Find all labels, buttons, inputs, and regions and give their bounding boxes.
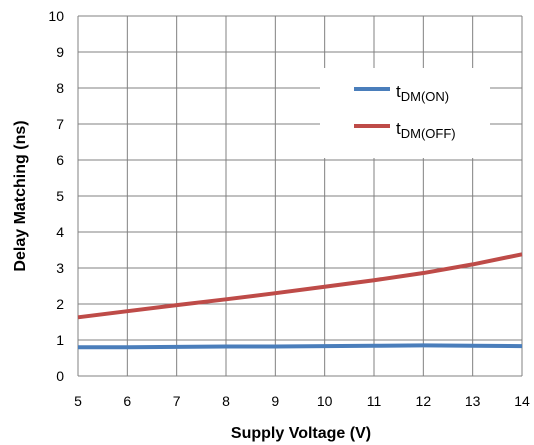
legend-label-toff: tDM(OFF) xyxy=(396,119,456,141)
x-tick-label: 11 xyxy=(367,393,382,409)
y-tick-label: 10 xyxy=(48,8,64,24)
legend-label-ton-sub: DM(ON) xyxy=(401,89,449,104)
y-tick-label: 5 xyxy=(56,188,64,204)
legend: tDM(ON) tDM(OFF) xyxy=(320,68,490,158)
y-tick-label: 0 xyxy=(56,368,64,384)
x-axis-title: Supply Voltage (V) xyxy=(231,425,371,442)
x-tick-label: 10 xyxy=(317,393,333,409)
y-tick-label: 9 xyxy=(56,44,64,60)
series-lines xyxy=(77,252,523,350)
x-tick-label: 5 xyxy=(74,393,82,409)
legend-label-ton: tDM(ON) xyxy=(396,82,449,104)
x-tick-label: 14 xyxy=(514,393,530,409)
x-tick-label: 7 xyxy=(173,393,181,409)
legend-label-toff-sub: DM(OFF) xyxy=(401,126,456,141)
x-tick-label: 13 xyxy=(465,393,481,409)
x-axis-ticks: 5 6 7 8 9 10 11 12 13 14 xyxy=(74,393,530,409)
y-tick-label: 3 xyxy=(56,260,64,276)
y-tick-label: 7 xyxy=(56,116,64,132)
legend-label-ton-main: t xyxy=(396,82,401,101)
x-tick-label: 8 xyxy=(222,393,230,409)
y-tick-label: 2 xyxy=(56,296,64,312)
legend-background xyxy=(320,68,490,158)
x-tick-label: 6 xyxy=(123,393,131,409)
y-tick-label: 6 xyxy=(56,152,64,168)
series-line-dmon xyxy=(78,343,523,350)
x-tick-label: 12 xyxy=(416,393,432,409)
y-axis-ticks: 0 1 2 3 4 5 6 7 8 9 10 xyxy=(48,8,64,384)
y-axis-title: Delay Matching (ns) xyxy=(12,120,29,271)
y-tick-label: 4 xyxy=(56,224,64,240)
x-tick-label: 9 xyxy=(271,393,279,409)
legend-label-toff-main: t xyxy=(396,119,401,138)
series-line-dmoff xyxy=(77,252,523,320)
y-tick-label: 1 xyxy=(56,332,64,348)
y-tick-label: 8 xyxy=(56,80,64,96)
